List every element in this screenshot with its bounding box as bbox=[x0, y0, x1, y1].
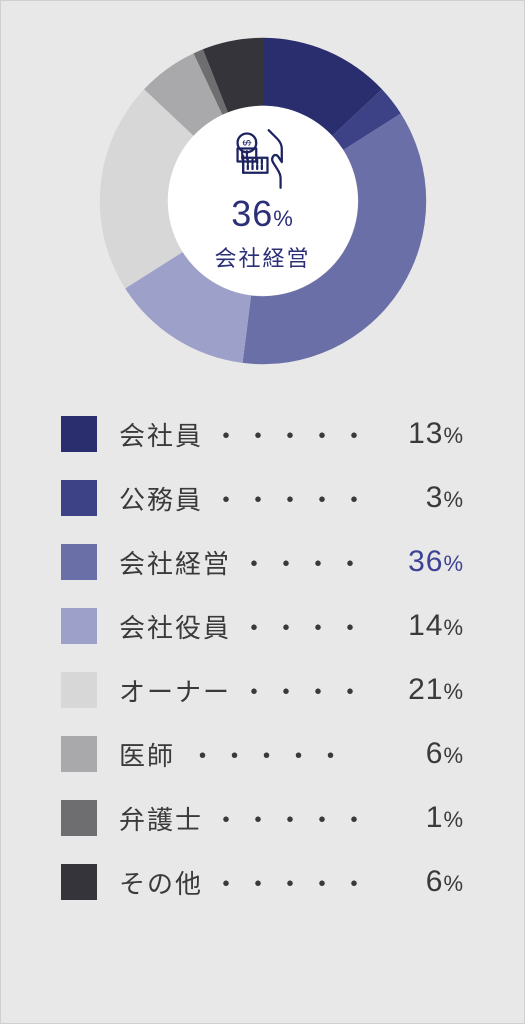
donut-chart: $ 36% 会社経営 bbox=[31, 31, 494, 371]
legend-label: オーナー bbox=[119, 672, 231, 709]
legend-row: 会社役員・・・・・14% bbox=[61, 603, 464, 649]
donut: $ 36% 会社経営 bbox=[93, 31, 433, 371]
legend-label: 公務員 bbox=[119, 480, 203, 517]
legend-swatch bbox=[61, 416, 97, 452]
legend-value: 3% bbox=[364, 481, 464, 515]
legend-label: 医師 bbox=[119, 736, 175, 773]
legend: 会社員・・・・・13%公務員・・・・・3%会社経営・・・・・36%会社役員・・・… bbox=[31, 411, 494, 905]
legend-value: 13% bbox=[364, 417, 464, 451]
legend-swatch bbox=[61, 544, 97, 580]
legend-swatch bbox=[61, 608, 97, 644]
center-percent: 36% bbox=[231, 193, 294, 235]
legend-row: 会社経営・・・・・36% bbox=[61, 539, 464, 585]
legend-dots: ・・・・・ bbox=[203, 416, 364, 453]
legend-row: その他・・・・・6% bbox=[61, 859, 464, 905]
legend-row: 会社員・・・・・13% bbox=[61, 411, 464, 457]
legend-value: 6% bbox=[364, 865, 464, 899]
legend-dots: ・・・・・ bbox=[203, 864, 364, 901]
legend-label: 会社役員 bbox=[119, 608, 231, 645]
legend-dots: ・・・・・ bbox=[175, 736, 364, 773]
legend-row: 医師・・・・・6% bbox=[61, 731, 464, 777]
legend-swatch bbox=[61, 672, 97, 708]
legend-row: 弁護士・・・・・1% bbox=[61, 795, 464, 841]
legend-value: 1% bbox=[364, 801, 464, 835]
legend-dots: ・・・・・ bbox=[203, 480, 364, 517]
legend-swatch bbox=[61, 800, 97, 836]
center-label: 会社経営 bbox=[214, 241, 310, 273]
donut-center: $ 36% 会社経営 bbox=[167, 106, 357, 296]
legend-value: 6% bbox=[364, 737, 464, 771]
svg-text:$: $ bbox=[241, 139, 253, 146]
business-hand-icon: $ bbox=[233, 124, 291, 192]
legend-row: 公務員・・・・・3% bbox=[61, 475, 464, 521]
legend-dots: ・・・・・ bbox=[231, 544, 364, 581]
legend-swatch bbox=[61, 864, 97, 900]
legend-label: 弁護士 bbox=[119, 800, 203, 837]
legend-label: その他 bbox=[119, 864, 203, 901]
legend-swatch bbox=[61, 736, 97, 772]
legend-swatch bbox=[61, 480, 97, 516]
legend-value: 14% bbox=[364, 609, 464, 643]
legend-dots: ・・・・・ bbox=[231, 672, 364, 709]
legend-dots: ・・・・・ bbox=[231, 608, 364, 645]
legend-label: 会社員 bbox=[119, 416, 203, 453]
center-percent-value: 36 bbox=[231, 193, 273, 234]
legend-label: 会社経営 bbox=[119, 544, 231, 581]
center-percent-suffix: % bbox=[273, 206, 294, 231]
legend-value: 21% bbox=[364, 673, 464, 707]
legend-value: 36% bbox=[364, 545, 464, 579]
legend-dots: ・・・・・ bbox=[203, 800, 364, 837]
legend-row: オーナー・・・・・21% bbox=[61, 667, 464, 713]
